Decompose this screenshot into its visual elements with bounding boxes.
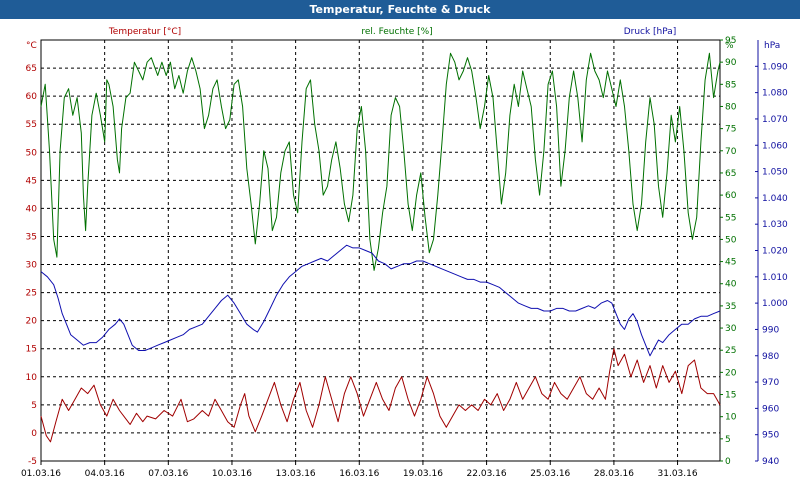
plot-area — [40, 39, 721, 462]
humidity-tick-label: 0 — [725, 457, 731, 467]
humidity-axis-label: rel. Feuchte [%] — [361, 27, 432, 37]
humidity-tick-label: 30 — [725, 324, 737, 334]
humidity-tick-label: 85 — [725, 80, 736, 90]
x-tick-label: 04.03.16 — [85, 469, 125, 479]
pressure-tick-label: 1.070 — [762, 115, 788, 125]
x-tick-label: 16.03.16 — [339, 469, 379, 479]
temperature-tick-label: 0 — [31, 429, 37, 439]
temperature-tick-label: -5 — [28, 457, 37, 467]
x-tick-label: 07.03.16 — [148, 469, 188, 479]
pressure-tick-label: 970 — [762, 378, 779, 388]
humidity-tick-label: 45 — [725, 258, 736, 268]
pressure-tick-label: 1.040 — [762, 194, 788, 204]
humidity-tick-label: 10 — [725, 413, 737, 423]
x-tick-label: 19.03.16 — [403, 469, 443, 479]
pressure-series-line — [40, 244, 721, 357]
temperature-tick-label: 45 — [26, 176, 37, 186]
pressure-tick-label: 1.010 — [762, 273, 788, 283]
temperature-tick-label: 55 — [26, 120, 37, 130]
humidity-tick-label: 70 — [725, 147, 737, 157]
humidity-tick-label: 90 — [725, 58, 737, 68]
humidity-series-line — [40, 52, 721, 271]
temperature-axis-label: Temperatur [°C] — [108, 27, 181, 37]
x-tick-label: 01.03.16 — [21, 469, 61, 479]
pressure-tick-label: 1.020 — [762, 247, 788, 257]
humidity-tick-label: 55 — [725, 213, 736, 223]
temperature-tick-label: 60 — [26, 92, 38, 102]
pressure-axis-label: Druck [hPa] — [624, 27, 677, 37]
temperature-tick-label: 35 — [26, 232, 37, 242]
temperature-tick-label: 15 — [26, 345, 37, 355]
humidity-tick-label: 25 — [725, 346, 736, 356]
pressure-tick-label: 1.000 — [762, 299, 788, 309]
temperature-tick-label: 20 — [26, 317, 38, 327]
temperature-tick-label: 5 — [31, 401, 37, 411]
humidity-tick-label: 40 — [725, 280, 737, 290]
temperature-tick-label: 10 — [26, 373, 38, 383]
humidity-tick-label: 50 — [725, 235, 737, 245]
pressure-tick-label: 960 — [762, 404, 779, 414]
temperature-tick-label: 65 — [26, 64, 37, 74]
x-tick-label: 31.03.16 — [658, 469, 698, 479]
humidity-tick-label: 95 — [725, 36, 736, 46]
x-tick-label: 13.03.16 — [276, 469, 316, 479]
temperature-tick-label: 50 — [26, 148, 38, 158]
x-tick-label: 22.03.16 — [467, 469, 507, 479]
humidity-tick-label: 20 — [725, 368, 737, 378]
pressure-tick-label: 940 — [762, 457, 779, 467]
temperature-tick-label: 40 — [26, 204, 38, 214]
humidity-tick-label: 80 — [725, 102, 737, 112]
humidity-tick-label: 75 — [725, 125, 736, 135]
humidity-tick-label: 65 — [725, 169, 736, 179]
pressure-tick-label: 990 — [762, 325, 779, 335]
pressure-tick-label: 1.030 — [762, 220, 788, 230]
temperature-tick-label: 30 — [26, 261, 38, 271]
pressure-tick-label: 950 — [762, 431, 779, 441]
pressure-unit: hPa — [764, 41, 780, 51]
humidity-tick-label: 5 — [725, 435, 731, 445]
x-tick-label: 10.03.16 — [212, 469, 252, 479]
temperature-tick-label: 25 — [26, 289, 37, 299]
pressure-tick-label: 1.080 — [762, 89, 788, 99]
humidity-tick-label: 15 — [725, 391, 736, 401]
pressure-tick-label: 1.060 — [762, 141, 788, 151]
humidity-unit: % — [725, 41, 734, 51]
humidity-tick-label: 60 — [725, 191, 737, 201]
temperature-series-line — [40, 348, 721, 443]
x-tick-label: 25.03.16 — [530, 469, 570, 479]
pressure-tick-label: 1.090 — [762, 62, 788, 72]
pressure-tick-label: 980 — [762, 352, 779, 362]
humidity-tick-label: 35 — [725, 302, 736, 312]
pressure-tick-label: 1.050 — [762, 168, 788, 178]
temperature-unit: °C — [26, 41, 37, 51]
x-tick-label: 28.03.16 — [594, 469, 634, 479]
chart-title: Temperatur, Feuchte & Druck — [0, 0, 800, 19]
